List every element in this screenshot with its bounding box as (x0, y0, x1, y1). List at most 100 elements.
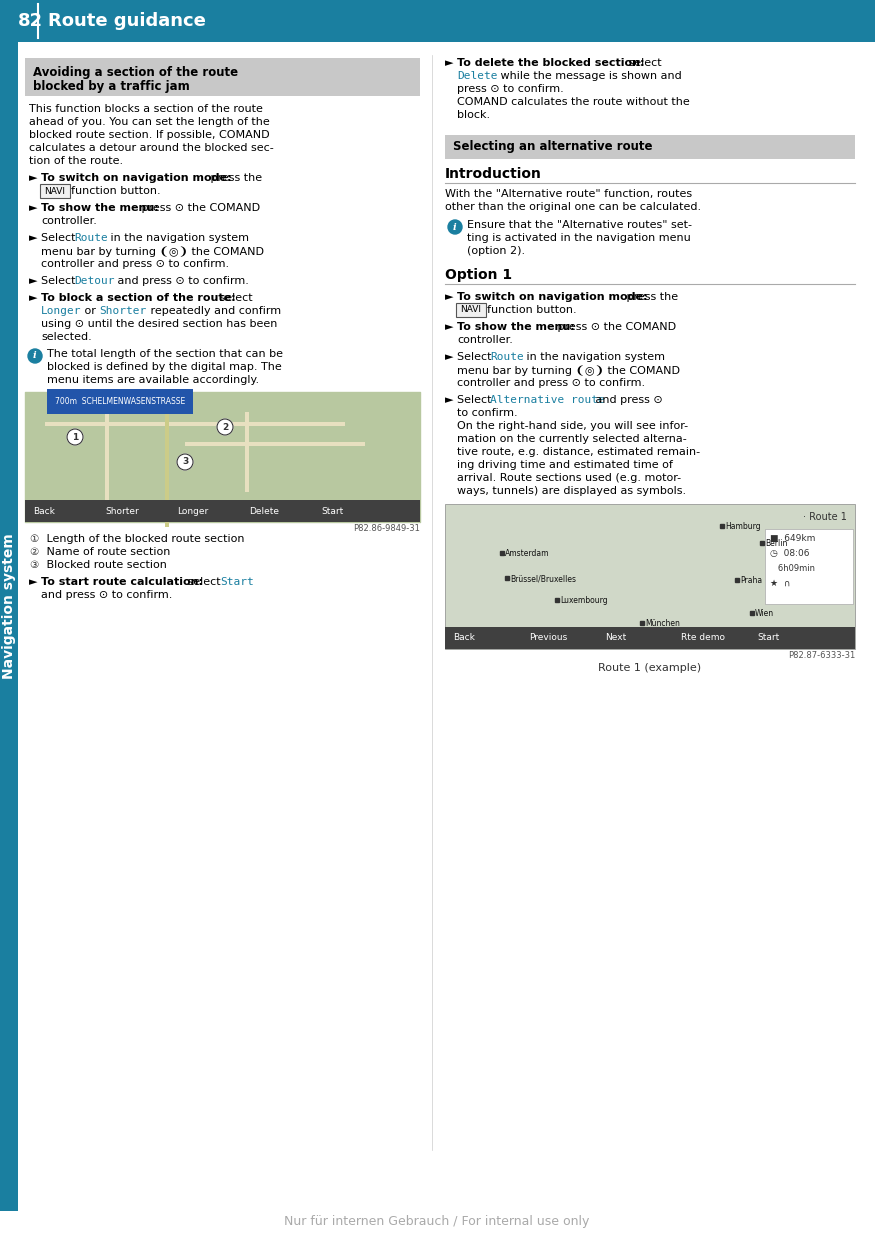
Text: This function blocks a section of the route: This function blocks a section of the ro… (29, 104, 262, 114)
Text: Navigation system: Navigation system (2, 534, 16, 679)
Text: press ⊙ to confirm.: press ⊙ to confirm. (457, 84, 564, 94)
Text: Detour: Detour (74, 276, 115, 285)
Circle shape (448, 220, 462, 235)
Text: ting is activated in the navigation menu: ting is activated in the navigation menu (467, 233, 690, 243)
Text: (option 2).: (option 2). (467, 246, 525, 256)
Text: ►: ► (29, 172, 38, 182)
Text: Selecting an alternative route: Selecting an alternative route (453, 140, 653, 153)
Text: To switch on navigation mode:: To switch on navigation mode: (41, 172, 232, 182)
Text: ◷  08:06: ◷ 08:06 (770, 549, 809, 558)
Text: Select: Select (457, 395, 495, 405)
Text: in the navigation system: in the navigation system (107, 233, 249, 243)
Text: press the: press the (207, 172, 262, 182)
Text: while the message is shown and: while the message is shown and (497, 71, 682, 81)
Text: ③: ③ (29, 560, 38, 570)
Text: Rte demo: Rte demo (681, 633, 725, 643)
Text: Start: Start (321, 506, 343, 515)
Text: Next: Next (605, 633, 626, 643)
Text: 3: 3 (182, 458, 188, 467)
Text: i: i (453, 222, 457, 232)
Bar (25, 500, 420, 522)
Text: Route: Route (74, 233, 108, 243)
Text: Blocked route section: Blocked route section (43, 560, 167, 570)
Bar (765, 529, 853, 604)
Bar (25, 392, 420, 522)
Circle shape (177, 454, 193, 470)
Text: Length of the blocked route section: Length of the blocked route section (43, 534, 244, 544)
Text: Avoiding a section of the route: Avoiding a section of the route (33, 66, 238, 79)
Text: ahead of you. You can set the length of the: ahead of you. You can set the length of … (29, 117, 270, 127)
Text: 6h09min: 6h09min (770, 563, 815, 573)
Bar (245, 412, 249, 491)
Text: block.: block. (457, 110, 490, 120)
Text: Back: Back (33, 506, 55, 515)
Text: ①: ① (29, 534, 38, 544)
Text: arrival. Route sections used (e.g. motor-: arrival. Route sections used (e.g. motor… (457, 473, 681, 483)
Text: select: select (184, 577, 224, 587)
Text: calculates a detour around the blocked sec-: calculates a detour around the blocked s… (29, 143, 274, 153)
Text: To start route calculation:: To start route calculation: (41, 577, 203, 587)
Text: ►: ► (29, 233, 38, 243)
Text: to confirm.: to confirm. (457, 408, 518, 418)
Text: tion of the route.: tion of the route. (29, 156, 123, 166)
Text: Route guidance: Route guidance (48, 12, 206, 30)
Text: mation on the currently selected alterna-: mation on the currently selected alterna… (457, 434, 687, 444)
Text: P82.87-6333-31: P82.87-6333-31 (788, 652, 855, 660)
Text: in the navigation system: in the navigation system (523, 352, 665, 362)
Text: Select: Select (41, 276, 79, 285)
Text: To delete the blocked section:: To delete the blocked section: (457, 58, 645, 68)
Text: controller and press ⊙ to confirm.: controller and press ⊙ to confirm. (457, 379, 645, 388)
Text: controller.: controller. (457, 335, 513, 345)
Text: controller and press ⊙ to confirm.: controller and press ⊙ to confirm. (41, 259, 229, 269)
Text: · Route 1: · Route 1 (803, 513, 847, 522)
Text: To block a section of the route:: To block a section of the route: (41, 293, 235, 303)
Text: Delete: Delete (457, 71, 498, 81)
Text: Select: Select (41, 233, 79, 243)
Text: With the "Alternative route" function, routes: With the "Alternative route" function, r… (445, 189, 692, 199)
Text: Route: Route (490, 352, 524, 362)
Text: Brüssel/Bruxelles: Brüssel/Bruxelles (510, 575, 576, 583)
Text: Option 1: Option 1 (445, 268, 512, 282)
Bar (105, 402, 109, 513)
Text: On the right-hand side, you will see infor-: On the right-hand side, you will see inf… (457, 421, 688, 431)
Text: 2: 2 (222, 422, 228, 432)
Text: blocked by a traffic jam: blocked by a traffic jam (33, 79, 190, 93)
Text: Ensure that the "Alternative routes" set-: Ensure that the "Alternative routes" set… (467, 220, 692, 230)
Text: and press ⊙ to confirm.: and press ⊙ to confirm. (114, 276, 248, 285)
Text: Wien: Wien (755, 609, 774, 618)
Text: To show the menu:: To show the menu: (457, 321, 575, 333)
FancyBboxPatch shape (456, 303, 486, 316)
Text: Amsterdam: Amsterdam (505, 549, 550, 558)
Text: ►: ► (445, 352, 453, 362)
Text: Alternative route: Alternative route (490, 395, 605, 405)
Text: Start: Start (220, 577, 254, 587)
Text: Praha: Praha (740, 576, 762, 585)
Text: Previous: Previous (529, 633, 567, 643)
Bar (445, 627, 855, 649)
Text: function button.: function button. (487, 305, 577, 315)
Text: and press ⊙: and press ⊙ (592, 395, 662, 405)
Text: menu bar by turning ❨◎❩ the COMAND: menu bar by turning ❨◎❩ the COMAND (41, 246, 264, 257)
Text: blocked route section. If possible, COMAND: blocked route section. If possible, COMA… (29, 130, 270, 140)
Text: press ⊙ the COMAND: press ⊙ the COMAND (554, 321, 676, 333)
Text: press the: press the (623, 292, 678, 302)
Text: function button.: function button. (71, 186, 161, 196)
Text: or: or (81, 307, 100, 316)
Circle shape (67, 429, 83, 446)
Text: ★  ∩: ★ ∩ (770, 580, 790, 588)
Text: ►: ► (29, 276, 38, 285)
Text: ►: ► (445, 292, 453, 302)
Text: Shorter: Shorter (99, 307, 146, 316)
Text: 700m  SCHELMENWASENSTRASSE: 700m SCHELMENWASENSTRASSE (55, 397, 186, 406)
Text: ■  649km: ■ 649km (770, 534, 816, 544)
Text: tive route, e.g. distance, estimated remain-: tive route, e.g. distance, estimated rem… (457, 447, 700, 457)
Bar (165, 397, 169, 527)
Text: COMAND calculates the route without the: COMAND calculates the route without the (457, 97, 690, 107)
Text: München: München (645, 619, 680, 628)
Text: Start: Start (757, 633, 780, 643)
Text: i: i (33, 351, 37, 360)
FancyBboxPatch shape (445, 135, 855, 159)
Text: blocked is defined by the digital map. The: blocked is defined by the digital map. T… (47, 362, 282, 372)
Text: Shorter: Shorter (105, 506, 139, 515)
Text: press ⊙ the COMAND: press ⊙ the COMAND (138, 204, 260, 213)
